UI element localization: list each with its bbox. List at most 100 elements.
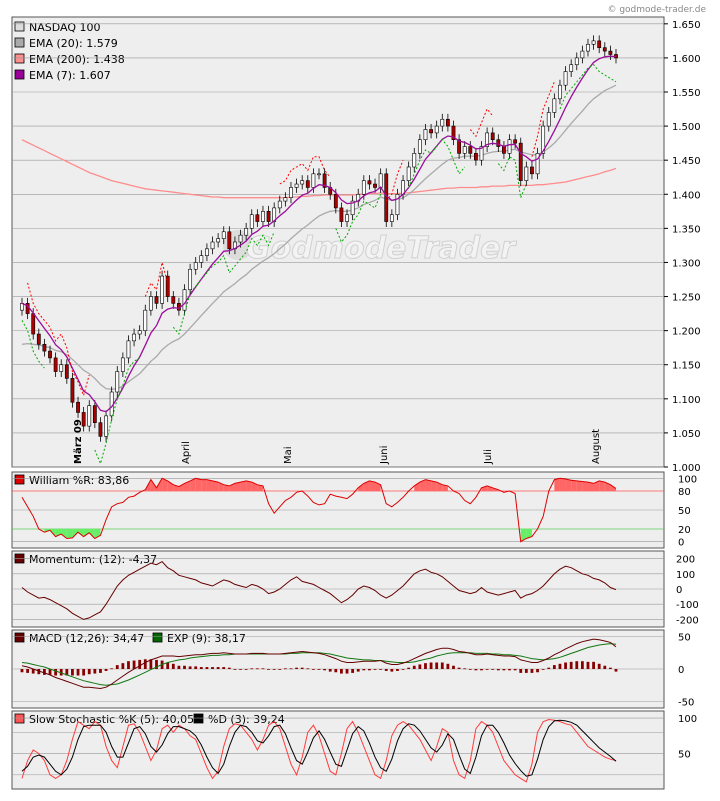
macd-histogram-bar xyxy=(127,661,130,669)
williams-overbought-fill xyxy=(559,478,566,491)
candle-body xyxy=(249,214,254,229)
ema7-line xyxy=(21,55,617,413)
candle-body xyxy=(36,333,41,345)
macd-tick-label: 0 xyxy=(678,665,684,676)
candle-body xyxy=(322,173,327,188)
williams-overbought-fill xyxy=(425,479,432,491)
candle-body xyxy=(423,129,428,141)
legend-swatch-ema200 xyxy=(14,53,25,64)
candle-body xyxy=(255,214,260,222)
macd-histogram-bar xyxy=(255,668,259,670)
sar-dots xyxy=(335,194,382,243)
williams-oversold-fill xyxy=(78,529,84,537)
candle-body xyxy=(389,214,394,222)
candle-body xyxy=(434,125,439,134)
macd-histogram-bar xyxy=(468,669,472,670)
sar-dots xyxy=(469,108,494,138)
sar-dots xyxy=(408,138,466,188)
legend-exp: EXP (9): 38,17 xyxy=(167,632,246,645)
macd-histogram-bar xyxy=(71,669,74,676)
williams-oversold-fill xyxy=(61,529,67,539)
macd-histogram-bar xyxy=(166,662,170,669)
macd-histogram-bar xyxy=(480,669,483,671)
candle-body xyxy=(333,193,338,209)
macd-histogram-bar xyxy=(463,668,467,670)
candle-body xyxy=(597,40,602,48)
macd-histogram-bar xyxy=(603,665,607,669)
candle-body xyxy=(70,378,75,403)
candle-body xyxy=(451,125,456,141)
candle-body xyxy=(120,357,125,372)
candle-body xyxy=(294,183,299,188)
candle-body xyxy=(586,43,590,52)
stoch-k-line xyxy=(21,718,617,783)
candle-body xyxy=(457,139,461,154)
williams-oversold-fill xyxy=(83,529,90,537)
legend-nasdaq: NASDAQ 100 xyxy=(29,21,101,34)
macd-histogram-bar xyxy=(407,667,411,669)
candle-body xyxy=(361,180,366,195)
month-label-maerz: März 09 xyxy=(73,419,84,464)
candle-body xyxy=(261,211,265,222)
legend-swatch-stoch-k xyxy=(14,713,25,724)
candle-body xyxy=(574,57,579,66)
macd-histogram-bar xyxy=(345,669,349,674)
macd-histogram-bar xyxy=(87,669,91,675)
macd-histogram-bar xyxy=(121,663,125,669)
macd-histogram-bar xyxy=(524,669,528,673)
macd-histogram-bar xyxy=(54,669,58,676)
macd-histogram-bar xyxy=(368,669,371,671)
macd-histogram-bar xyxy=(261,668,265,670)
candle-body xyxy=(580,50,585,59)
candle-body xyxy=(171,296,176,304)
legend-macd: MACD (12,26): 34,47 xyxy=(29,632,144,645)
macd-histogram-bar xyxy=(396,669,399,671)
price-tick-label: 1.300 xyxy=(672,258,701,269)
macd-histogram-bar xyxy=(93,669,97,674)
candle-body xyxy=(524,166,529,181)
candle-body xyxy=(92,405,97,423)
williams-overbought-fill xyxy=(206,479,213,491)
chart-marks: 1.000 1.050 1.100 1.150 1.200 1.250 1.300 1.350… xyxy=(12,20,701,783)
macd-histogram-bar xyxy=(216,667,220,669)
legend-momentum: Momentum: (12): -4,37 xyxy=(29,553,157,566)
candle-body xyxy=(345,214,349,222)
macd-histogram-bar xyxy=(340,669,343,674)
sar-dots xyxy=(21,320,45,369)
macd-histogram-bar xyxy=(132,660,136,669)
candle-body xyxy=(518,142,523,181)
candle-body xyxy=(81,412,86,427)
candle-body xyxy=(474,153,478,161)
price-tick-label: 1.100 xyxy=(672,395,701,406)
momentum-tick-label: 0 xyxy=(676,585,682,596)
macd-histogram-bar xyxy=(547,667,551,669)
williams-overbought-fill xyxy=(599,480,605,491)
legend-ema20: EMA (20): 1.579 xyxy=(29,37,118,50)
macd-histogram-bar xyxy=(502,669,506,671)
candle-body xyxy=(502,146,506,154)
candle-body xyxy=(104,415,108,437)
macd-histogram-bar xyxy=(317,669,321,670)
macd-histogram-bar xyxy=(384,669,388,671)
price-tick-label: 1.650 xyxy=(672,20,701,31)
macd-histogram-bar xyxy=(26,669,30,673)
candle-body xyxy=(148,296,153,311)
macd-histogram-bar xyxy=(508,669,511,671)
williams-tick-label: 50 xyxy=(678,506,691,517)
macd-histogram-bar xyxy=(149,659,153,669)
stoch-tick-label: 100 xyxy=(678,714,697,725)
williams-overbought-fill xyxy=(162,478,168,491)
williams-overbought-fill xyxy=(246,480,252,491)
candle-body xyxy=(205,248,209,256)
price-tick-label: 1.250 xyxy=(672,293,701,304)
macd-histogram-bar xyxy=(233,669,237,670)
williams-overbought-fill xyxy=(369,480,376,491)
macd-histogram-bar xyxy=(110,668,114,670)
sar-dots xyxy=(94,357,140,466)
candle-body xyxy=(132,333,136,342)
williams-oversold-fill xyxy=(89,529,95,539)
macd-histogram-bar xyxy=(65,669,69,676)
candle-body xyxy=(479,146,484,161)
sar-dots xyxy=(385,160,404,202)
